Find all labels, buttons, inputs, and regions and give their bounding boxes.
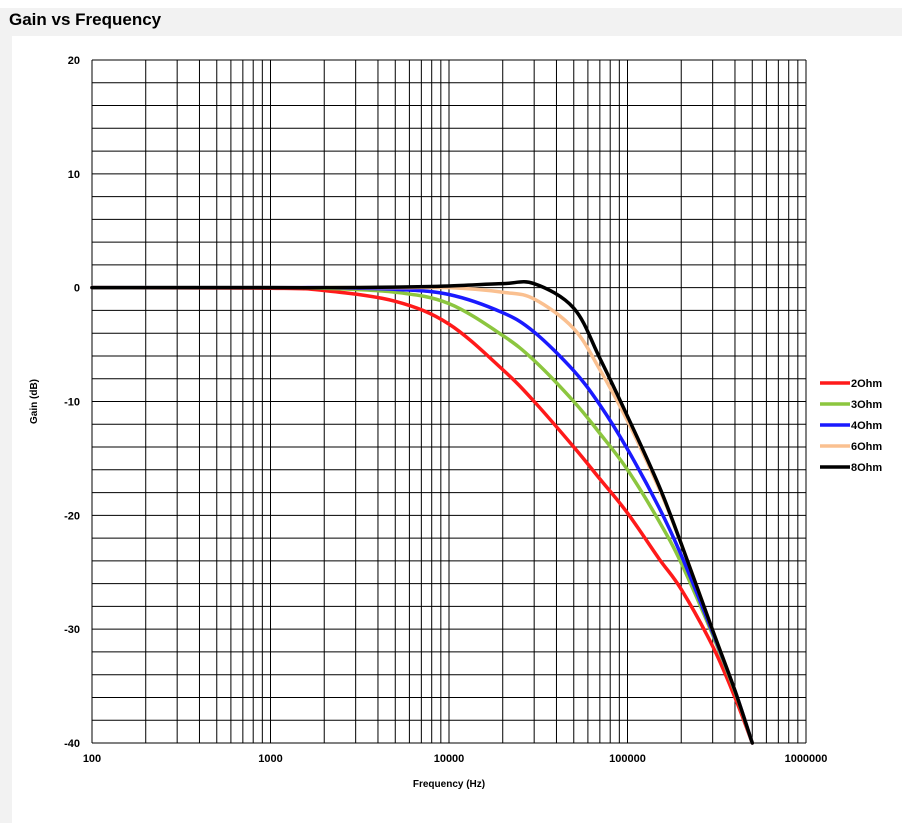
x-tick-label: 100 xyxy=(83,753,101,765)
y-tick-label: -10 xyxy=(64,397,80,409)
chart-title-bar: Gain vs Frequency xyxy=(0,8,902,36)
grid-layer xyxy=(91,59,807,744)
tick-labels: 100 1000 10000 100000 100000020100-10-20-30-… xyxy=(64,55,827,765)
y-tick-label: 10 xyxy=(68,169,80,181)
x-tick-label: 1000000 xyxy=(785,753,828,765)
x-tick-label: 1000 xyxy=(258,753,282,765)
x-tick-label: 100000 xyxy=(609,753,646,765)
x-axis-label: Frequency (Hz) xyxy=(413,779,485,790)
legend-label-2ohm: 2Ohm xyxy=(851,378,882,390)
left-margin-strip xyxy=(0,36,12,823)
series-line-8ohm xyxy=(90,280,755,745)
legend: 2Ohm 3Ohm 4Ohm 6Ohm 8Ohm xyxy=(820,378,882,474)
legend-label-8ohm: 8Ohm xyxy=(851,462,882,474)
legend-label-6ohm: 6Ohm xyxy=(851,441,882,453)
legend-label-3ohm: 3Ohm xyxy=(851,399,882,411)
y-tick-label: -20 xyxy=(64,510,80,522)
series-line-2ohm xyxy=(90,285,755,745)
y-tick-label: 0 xyxy=(74,283,80,295)
x-tick-label: 10000 xyxy=(434,753,465,765)
y-axis-label: Gain (dB) xyxy=(29,379,40,424)
y-tick-label: -40 xyxy=(64,738,80,750)
chart-title: Gain vs Frequency xyxy=(9,10,162,29)
legend-label-4ohm: 4Ohm xyxy=(851,420,882,432)
series-layer xyxy=(90,280,755,745)
y-tick-label: 20 xyxy=(68,55,80,67)
y-tick-label: -30 xyxy=(64,624,80,636)
